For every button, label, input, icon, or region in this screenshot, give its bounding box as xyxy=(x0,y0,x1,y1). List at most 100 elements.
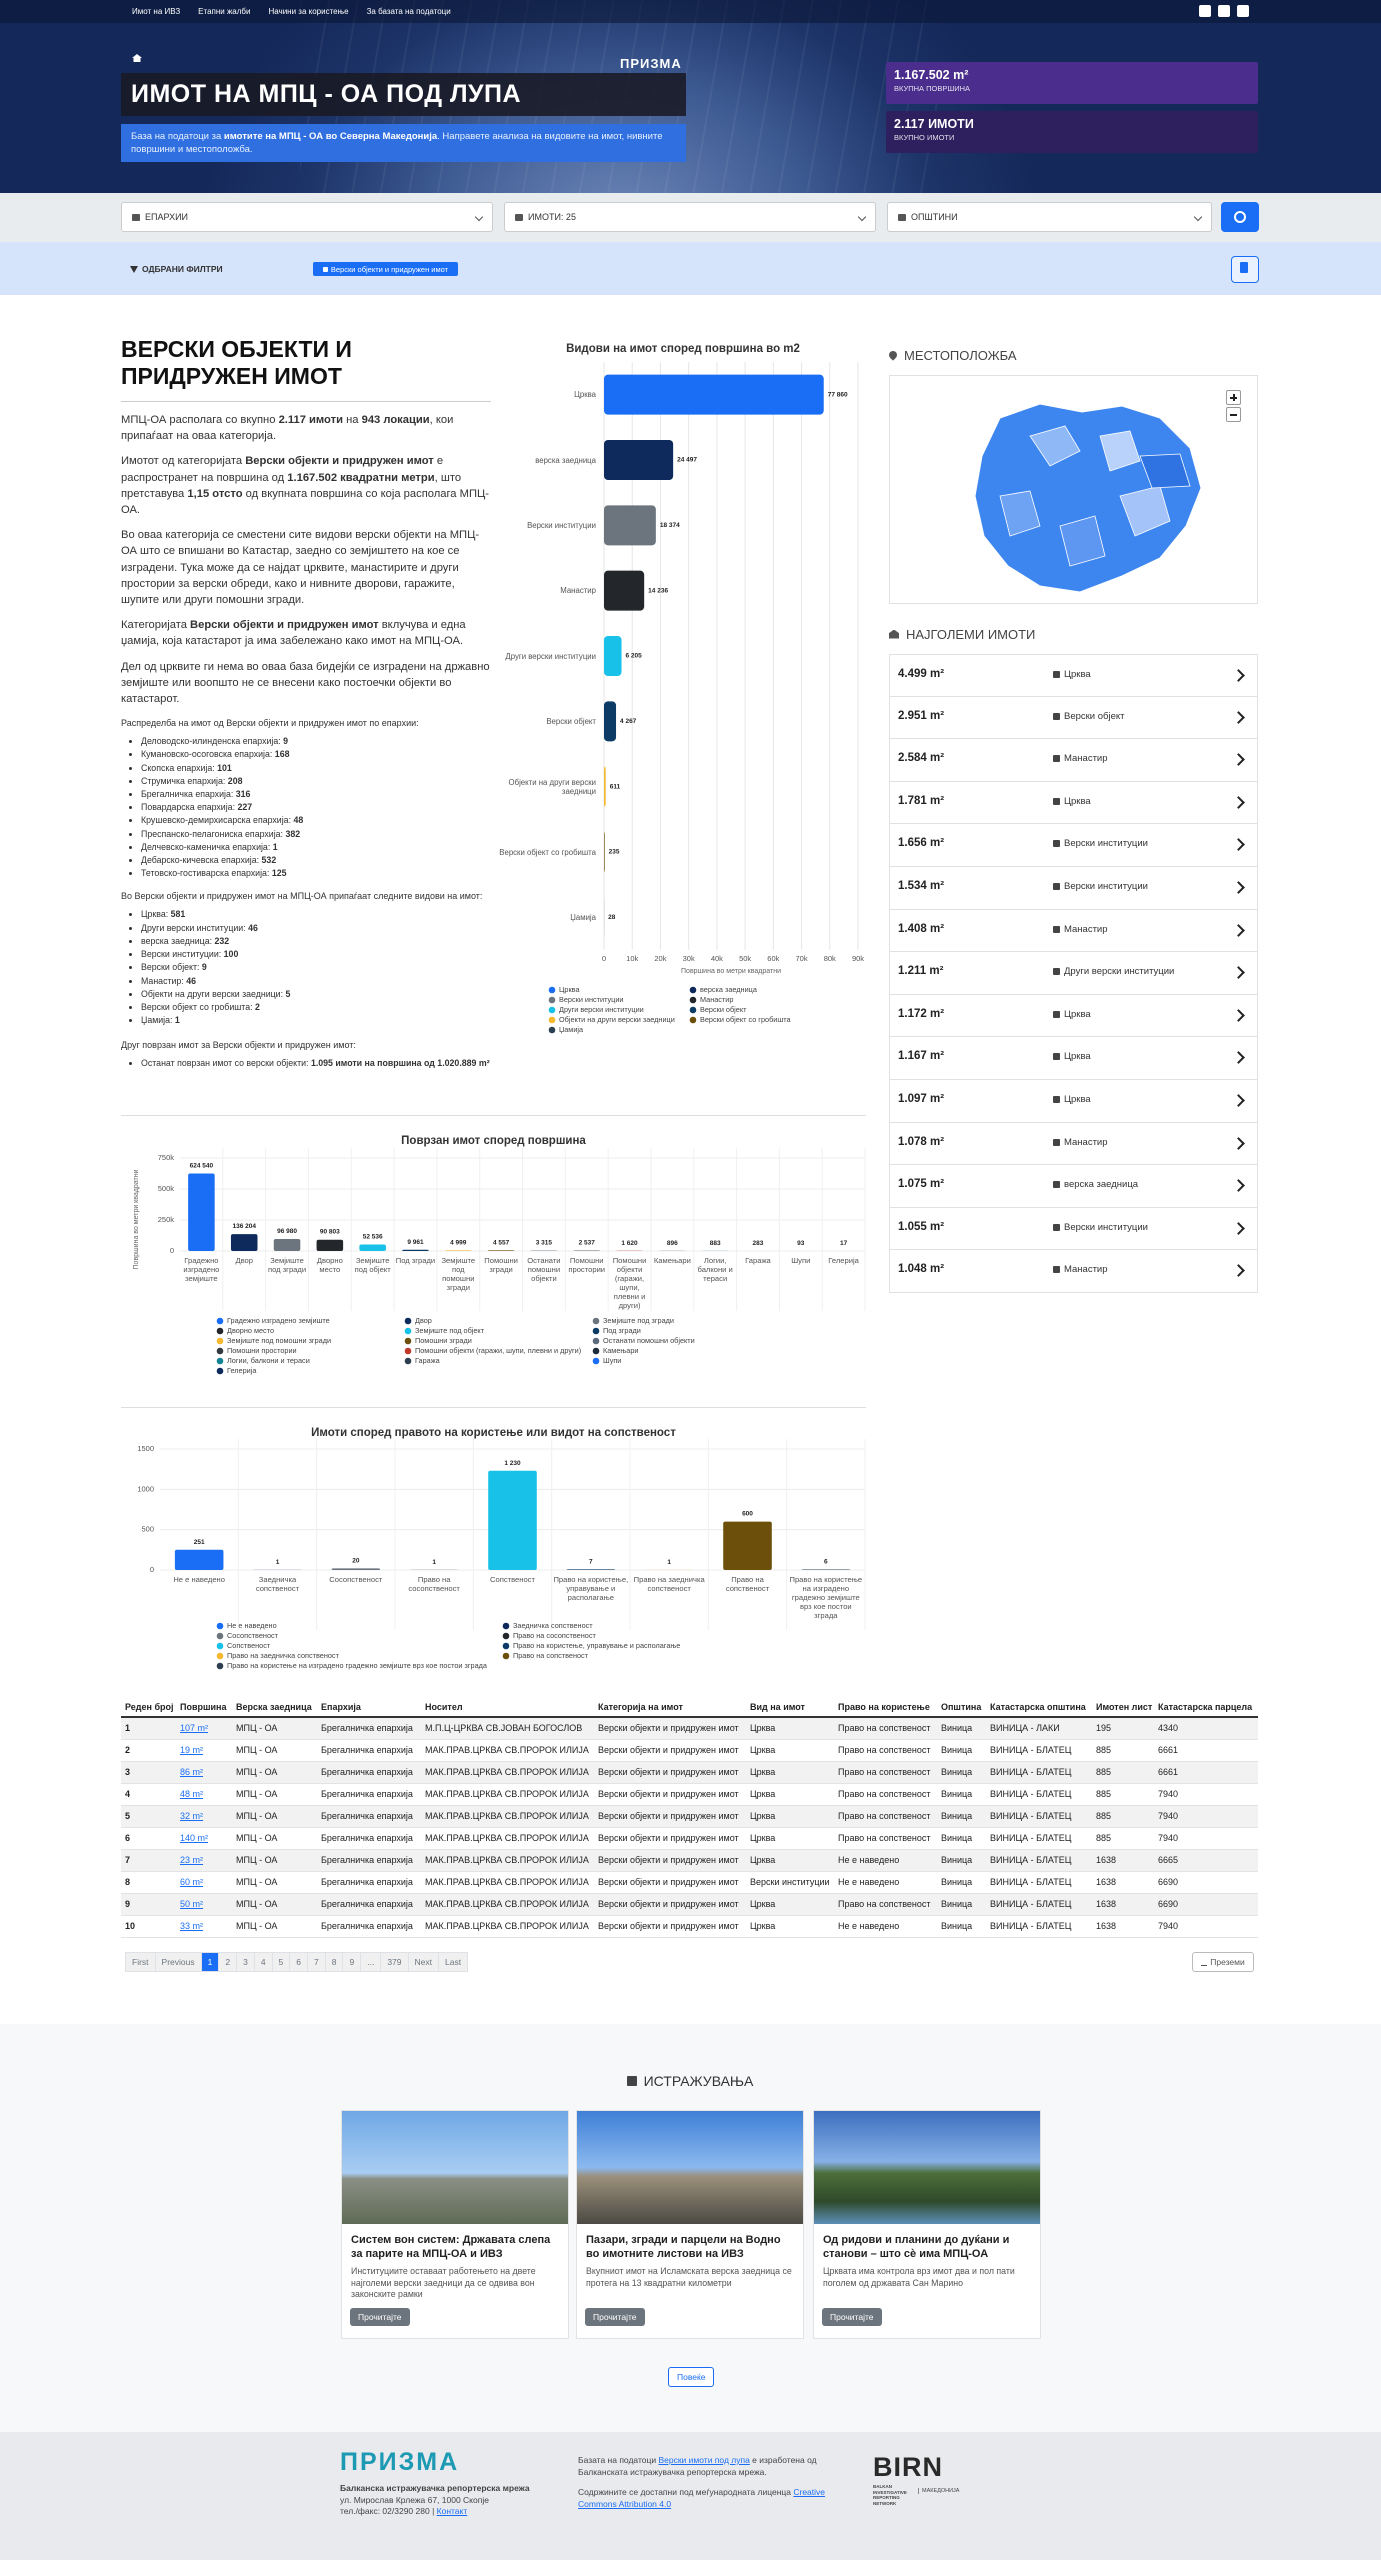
page-link[interactable]: 4 xyxy=(253,1952,273,1972)
area-link[interactable]: 86 m² xyxy=(180,1767,204,1777)
social-x[interactable] xyxy=(1218,5,1230,17)
bold-text: 101 xyxy=(217,762,232,773)
category-label: Гелерија xyxy=(828,1256,859,1265)
home-icon[interactable] xyxy=(132,54,142,62)
category-label: Манастир xyxy=(560,586,596,596)
bold-text: 532 xyxy=(261,855,277,866)
largest-item[interactable]: 1.656 m² Верски институции xyxy=(889,824,1258,867)
clear-filters-button[interactable] xyxy=(1231,256,1259,283)
area-link[interactable]: 33 m² xyxy=(180,1921,204,1931)
page-link[interactable]: 6 xyxy=(289,1952,309,1972)
nav-link[interactable]: Имот на ИВЗ xyxy=(132,7,181,16)
page-link[interactable]: 5 xyxy=(271,1952,291,1972)
area-link[interactable]: 23 m² xyxy=(180,1855,204,1865)
page-link[interactable]: 3 xyxy=(236,1952,255,1972)
page-link[interactable]: 2 xyxy=(218,1952,238,1972)
birn-full: BALKAN INVESTIGATIVE REPORTING NETWORK xyxy=(873,2484,907,2506)
more-button[interactable]: Повеќе xyxy=(668,2367,715,2387)
largest-item[interactable]: 1.534 m² Верски институции xyxy=(889,867,1258,910)
download-button[interactable]: Преземи xyxy=(1192,1952,1254,1972)
page-link[interactable]: First xyxy=(125,1952,156,1972)
select-icon xyxy=(898,213,906,221)
page-link[interactable]: Next xyxy=(407,1952,439,1972)
largest-item[interactable]: 4.499 m² Црква xyxy=(889,654,1258,697)
map-zoom-button[interactable] xyxy=(1226,407,1241,422)
largest-item[interactable]: 1.211 m² Други верски институции xyxy=(889,952,1258,995)
list-item: Деловодско-илинденска епархија: 9 xyxy=(141,735,493,748)
page-link[interactable]: 9 xyxy=(342,1952,362,1972)
list-item: Повардарска епархија: 227 xyxy=(141,801,493,814)
largest-item[interactable]: 1.055 m² Верски институции xyxy=(889,1207,1258,1251)
page-link[interactable]: 7 xyxy=(307,1952,326,1972)
largest-item[interactable]: 1.075 m² верска заедница xyxy=(889,1165,1258,1208)
page-link[interactable]: Previous xyxy=(154,1952,202,1972)
card-button[interactable]: Прочитајте xyxy=(822,2308,882,2326)
largest-item[interactable]: 1.048 m² Манастир xyxy=(889,1250,1258,1293)
bold-text: 2 xyxy=(255,1001,260,1012)
value-label: 7 xyxy=(589,1558,593,1565)
page-link[interactable]: 8 xyxy=(324,1952,344,1972)
area-link[interactable]: 60 m² xyxy=(180,1877,204,1887)
text: од вкупната површина со која располага М… xyxy=(121,487,489,517)
page-link[interactable]: ... xyxy=(360,1952,382,1972)
item-type: Манастир xyxy=(1053,1264,1108,1275)
filter-chip[interactable]: Верски објекти и придружен имот xyxy=(313,262,458,276)
largest-item[interactable]: 1.097 m² Црква xyxy=(889,1080,1258,1123)
table-cell: 107 m² xyxy=(176,1717,232,1739)
page-link[interactable]: Last xyxy=(437,1952,469,1972)
type-icon xyxy=(1053,1266,1060,1274)
bar xyxy=(331,1568,381,1570)
list: Останат поврзан имот со верски објекти: … xyxy=(121,1057,493,1070)
type-icon xyxy=(1053,1181,1060,1189)
stat-value: 2.117 ИМОТИ xyxy=(894,117,974,131)
filter-select[interactable]: ЕПАРХИИ xyxy=(121,202,493,232)
link[interactable]: Creative Commons Attribution 4.0 xyxy=(578,2487,826,2509)
bold-text: 943 локации xyxy=(361,414,430,426)
link[interactable]: Верски имоти под лупа xyxy=(658,2455,750,2465)
nav-link[interactable]: За базата на податоци xyxy=(366,7,451,16)
bold-text: 168 xyxy=(274,749,290,760)
table-cell: 885 xyxy=(1096,1767,1112,1777)
largest-item[interactable]: 2.584 m² Манастир xyxy=(889,739,1258,782)
filter-select[interactable]: ИМОТИ: 25 xyxy=(504,202,876,232)
text: Верски објект со гробишта: xyxy=(141,1001,256,1012)
area-link[interactable]: 32 m² xyxy=(180,1811,204,1821)
social-linkedin[interactable] xyxy=(1237,5,1249,17)
map-zoom-button[interactable] xyxy=(1226,390,1241,405)
nav-link[interactable]: Етапни жалби xyxy=(198,7,251,16)
page-link[interactable]: 379 xyxy=(380,1952,409,1972)
table-cell: МПЦ - ОА xyxy=(236,1899,278,1909)
area-link[interactable]: 19 m² xyxy=(180,1745,204,1755)
largest-item[interactable]: 1.167 m² Црква xyxy=(889,1037,1258,1080)
list-item: Верски објект со гробишта: 2 xyxy=(141,1001,493,1014)
category-label: Право на сопственост xyxy=(725,1575,770,1593)
largest-item[interactable]: 1.408 m² Манастир xyxy=(889,909,1258,953)
largest-item[interactable]: 1.781 m² Црква xyxy=(889,781,1258,825)
contact-link[interactable]: Контакт xyxy=(436,2506,468,2516)
area-link[interactable]: 140 m² xyxy=(180,1833,209,1843)
legend-label: Заедничка сопственост xyxy=(513,1621,593,1630)
table-cell: Црква xyxy=(750,1723,776,1734)
type-text: Црква xyxy=(1064,669,1091,680)
area-link[interactable]: 50 m² xyxy=(180,1899,204,1909)
table-cell: Не е наведено xyxy=(838,1921,900,1931)
legend-label: Гаража xyxy=(415,1356,441,1365)
card-button[interactable]: Прочитајте xyxy=(350,2308,410,2326)
category-label: Помошни простории xyxy=(568,1256,606,1274)
largest-item[interactable]: 2.951 m² Верски објект xyxy=(889,696,1258,740)
social-facebook[interactable] xyxy=(1199,5,1211,17)
map[interactable] xyxy=(890,376,1257,603)
table-cell: 140 m² xyxy=(176,1827,232,1849)
table-cell: 885 xyxy=(1096,1745,1112,1755)
filter-select[interactable]: ОПШТИНИ xyxy=(887,202,1212,232)
largest-item[interactable]: 1.078 m² Манастир xyxy=(889,1122,1258,1166)
area-link[interactable]: 48 m² xyxy=(180,1789,204,1799)
area-link[interactable]: 107 m² xyxy=(180,1723,209,1734)
table-row: 3 86 m² МПЦ - ОА Брегалничка епархија МАК.ПР… xyxy=(121,1761,1258,1783)
type-icon xyxy=(1053,883,1060,890)
card-button[interactable]: Прочитајте xyxy=(585,2308,645,2326)
page-link[interactable]: 1 xyxy=(200,1952,220,1972)
largest-item[interactable]: 1.172 m² Црква xyxy=(889,994,1258,1038)
nav-link[interactable]: Начини за користење xyxy=(268,7,349,16)
table-cell: Верски институции xyxy=(750,1877,830,1887)
